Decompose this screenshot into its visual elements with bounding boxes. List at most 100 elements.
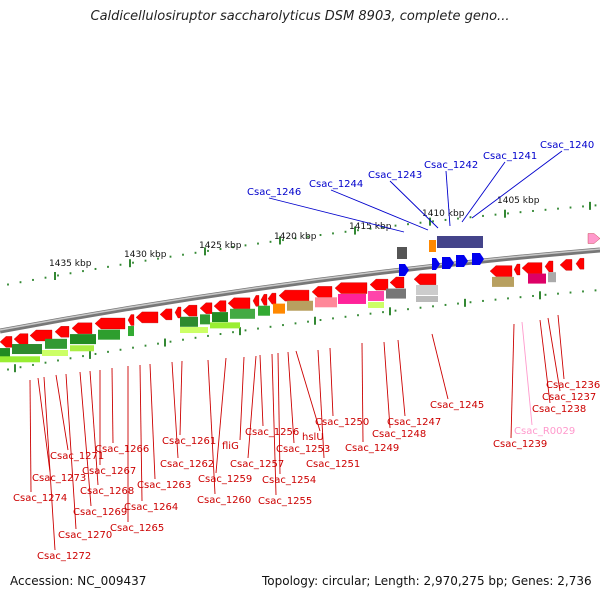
bottom-leader-line [383, 341, 391, 429]
bottom-gene-label: Csac_1260 [197, 495, 251, 506]
bottom-leader-line [277, 352, 281, 475]
top-gene-label: Csac_1241 [483, 151, 537, 162]
red-gene-arrow [0, 336, 13, 348]
bottom-gene-label: Csac_1250 [315, 417, 369, 428]
bottom-leader-line [29, 379, 32, 493]
bottom-gene-label: Csac_1264 [124, 502, 178, 513]
bottom-gene-label: Csac_1269 [73, 507, 127, 518]
bottom-gene-label: Csac_1273 [32, 473, 86, 484]
bottom-leader-line [215, 357, 227, 474]
feature-band [492, 276, 514, 287]
scale-label: 1425 kbp [199, 241, 242, 251]
bottom-leader-line [111, 367, 114, 444]
gene-box-purple [437, 236, 483, 248]
bottom-gene-label: Csac_1253 [276, 444, 330, 455]
top-leader-line [461, 161, 506, 223]
red-gene-arrow [13, 333, 29, 345]
bottom-gene-label: Csac_1247 [387, 417, 441, 428]
feature-band [416, 284, 438, 295]
genome-backbone [0, 247, 600, 334]
top-gene-label: Csac_1242 [424, 160, 478, 171]
feature-band [273, 303, 285, 314]
bottom-gene-label: Csac_R0029 [514, 426, 575, 437]
bottom-gene-label: Csac_1249 [345, 443, 399, 454]
bottom-leader-line [247, 355, 257, 459]
red-gene-arrow [267, 292, 277, 305]
top-leader-line [445, 170, 451, 227]
top-leader-line [268, 197, 405, 233]
red-gene-arrow [489, 265, 513, 277]
feature-band [70, 334, 96, 345]
top-gene-label: Csac_1244 [309, 179, 363, 190]
bottom-gene-label: Csac_1267 [82, 466, 136, 477]
red-gene-arrow [227, 297, 251, 309]
bottom-gene-label: Csac_1270 [58, 530, 112, 541]
red-gene-arrow [159, 308, 173, 321]
feature-band-lower [368, 301, 384, 308]
feature-band [212, 312, 228, 323]
bottom-leader-line [149, 363, 156, 480]
feature-band [0, 348, 10, 359]
red-gene-arrow [182, 304, 198, 317]
gene-box-dark [397, 247, 407, 259]
feature-band [180, 316, 198, 327]
feature-band [287, 300, 313, 311]
scale-label: 1415 kbp [349, 222, 392, 232]
red-gene-arrow [213, 300, 227, 312]
bottom-gene-label: Csac_1248 [372, 429, 426, 440]
bottom-gene-label: Csac_1274 [13, 493, 67, 504]
red-gene-arrow [260, 294, 268, 306]
red-gene-arrow [575, 258, 585, 270]
bottom-leader-line [207, 359, 216, 495]
bottom-leader-line [89, 370, 99, 486]
feature-band [528, 273, 546, 284]
red-gene-arrow [544, 260, 554, 273]
bottom-leader-line [295, 350, 321, 432]
bottom-gene-label: Csac_1238 [532, 404, 586, 415]
red-gene-arrow [199, 302, 213, 314]
red-gene-arrow [135, 311, 159, 324]
bottom-gene-label: Csac_1262 [160, 459, 214, 470]
red-gene-arrow [127, 314, 135, 326]
bottom-gene-label: Csac_1268 [80, 486, 134, 497]
gene-box-orange [429, 240, 436, 252]
accession-text: Accession: NC_009437 [10, 574, 147, 588]
red-gene-arrow [413, 273, 437, 285]
feature-band [98, 329, 120, 340]
blue-gene-arrow [456, 255, 468, 267]
feature-band-lower [70, 345, 94, 352]
blue-gene-arrow [399, 264, 409, 276]
red-gene-arrow [389, 276, 405, 289]
feature-band-lower [42, 349, 68, 356]
bottom-leader-line [547, 317, 561, 392]
genome-backbone-highlight [0, 248, 600, 331]
bottom-leader-line [79, 371, 92, 507]
bottom-leader-line [510, 323, 515, 439]
blue-gene-arrow [442, 257, 454, 269]
feature-band-lower [0, 356, 40, 363]
bottom-leader-line [539, 319, 551, 404]
feature-band-lower [416, 295, 438, 302]
bottom-gene-label: Csac_1255 [258, 496, 312, 507]
bottom-leader-line [239, 356, 245, 441]
bottom-leader-line [259, 354, 264, 427]
bottom-gene-label: Csac_1257 [230, 459, 284, 470]
bottom-gene-label: Csac_1251 [306, 459, 360, 470]
feature-band [548, 272, 556, 283]
bottom-leader-line [431, 333, 449, 400]
bottom-gene-label: Csac_1239 [493, 439, 547, 450]
bottom-leader-line [329, 347, 334, 417]
bottom-gene-label: Csac_1271 [50, 451, 104, 462]
red-gene-arrow [311, 286, 333, 298]
scale-label: 1420 kbp [274, 232, 317, 242]
scale-label: 1430 kbp [124, 250, 167, 260]
bottom-gene-label: Csac_1237 [542, 392, 596, 403]
bottom-leader-line [521, 321, 533, 426]
bottom-gene-label: Csac_1272 [37, 551, 91, 562]
bottom-gene-label: Csac_1256 [245, 427, 299, 438]
blue-gene-arrow [432, 258, 440, 270]
bottom-gene-label: Csac_1265 [110, 523, 164, 534]
bottom-gene-label: Csac_1261 [162, 436, 216, 447]
red-gene-arrow [29, 329, 53, 342]
